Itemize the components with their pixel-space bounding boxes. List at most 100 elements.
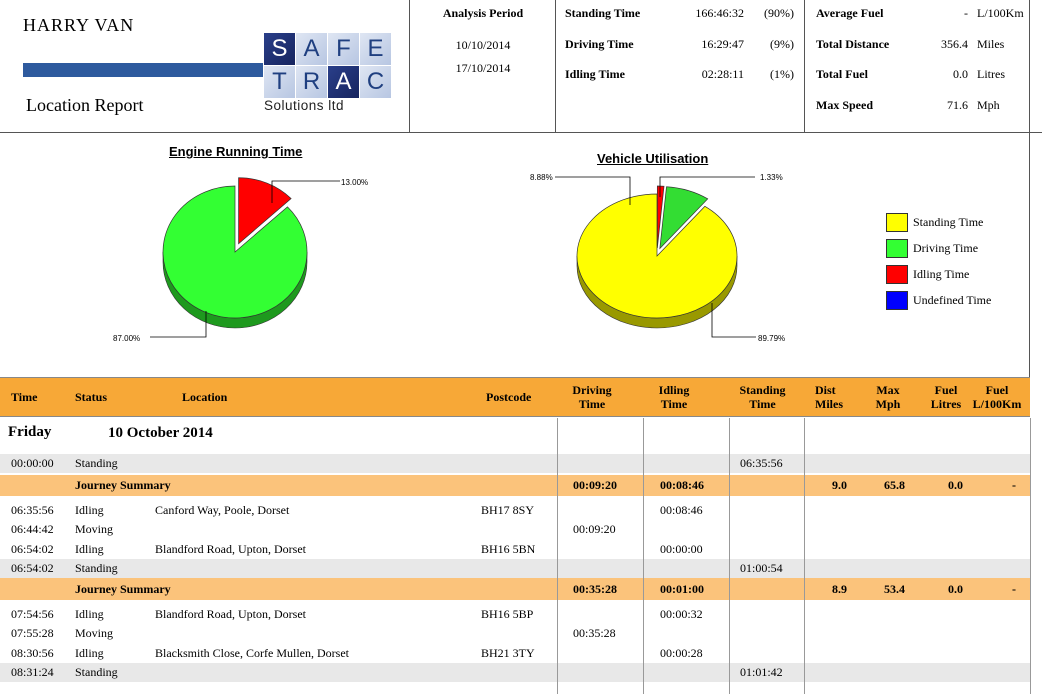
cell-location: Blandford Road, Upton, Dorset	[155, 607, 306, 621]
cell-time: 06:35:56	[11, 503, 54, 517]
cell-status: Journey Summary	[75, 582, 171, 596]
table-row: 08:30:56 Idling Blacksmith Close, Corfe Mu…	[0, 644, 1030, 663]
legend-swatch	[886, 265, 908, 284]
col-header-line: Driving	[572, 383, 612, 397]
cell-time: 07:55:28	[11, 626, 54, 640]
safetrac-logo: S A F E T R A C Solutions ltd	[264, 33, 392, 113]
legend-label: Undefined Time	[913, 293, 992, 307]
max-speed-row: Max Speed 71.6 Mph	[805, 98, 1030, 114]
cell-fuelk: -	[1012, 582, 1016, 596]
cell-driving: 00:35:28	[573, 626, 616, 640]
cell-idling: 00:01:00	[660, 582, 704, 596]
cell-status: Moving	[75, 522, 114, 536]
time-label: Idling Time	[565, 67, 625, 81]
column-divider	[804, 418, 805, 694]
cell-driving: 00:35:28	[573, 582, 617, 596]
pie-data-label: 8.88%	[530, 173, 553, 182]
pie-data-label: 1.33%	[760, 173, 783, 182]
legend-swatch	[886, 213, 908, 232]
col-header-line: Fuel	[985, 383, 1009, 397]
col-header-line: L/100Km	[972, 397, 1022, 411]
totals-summary: Average Fuel - L/100Km Total Distance 35…	[805, 0, 1030, 133]
total-label: Total Fuel	[816, 67, 868, 81]
pie-data-label: 87.00%	[113, 334, 140, 343]
period-label: Analysis Period	[442, 6, 524, 20]
cell-driving: 00:09:20	[573, 478, 617, 492]
cell-status: Idling	[75, 503, 104, 517]
col-header-line: Idling	[658, 383, 690, 397]
col-header-line: Time	[749, 397, 776, 411]
table-row: 06:44:42 Moving 00:09:20	[0, 520, 1030, 539]
logo-letter: S	[264, 33, 295, 65]
utilisation-chart-title: Vehicle Utilisation	[597, 151, 709, 166]
cell-dist: 9.0	[832, 478, 847, 492]
col-header-line: Standing	[739, 383, 786, 397]
cell-fuel: 0.0	[948, 478, 963, 492]
pie-leader-line	[659, 176, 755, 197]
cell-status: Standing	[75, 561, 118, 575]
cell-idling: 00:00:00	[660, 542, 703, 556]
vehicle-name: HARRY VAN	[23, 15, 135, 35]
total-value: 71.6	[947, 98, 968, 112]
cell-postcode: BH16 5BN	[481, 542, 536, 556]
logo-letter: T	[264, 66, 295, 98]
legend-swatch	[886, 239, 908, 258]
standing-time-row: Standing Time 166:46:32 (90%)	[556, 6, 805, 22]
pie-charts: 13.00% 87.00% 89.79% 8.88% 1.33%	[113, 173, 785, 343]
cell-time: 07:54:56	[11, 607, 54, 621]
pie-leader-line	[150, 311, 207, 338]
pie-leader-line	[711, 303, 756, 338]
cell-status: Standing	[75, 665, 118, 679]
column-divider	[729, 418, 730, 694]
cell-fuel: 0.0	[948, 582, 963, 596]
title-bar-decoration	[23, 63, 263, 77]
table-header: Time Status Location Postcode Driving Ti…	[0, 377, 1030, 417]
table-row: 07:55:28 Moving 00:35:28	[0, 624, 1030, 643]
time-value: 166:46:32	[695, 6, 744, 20]
engine-chart-title: Engine Running Time	[169, 144, 303, 159]
time-summary: Standing Time 166:46:32 (90%) Driving Ti…	[556, 0, 805, 133]
time-label: Standing Time	[565, 6, 641, 20]
total-value: 356.4	[941, 37, 968, 51]
logo-letter: C	[360, 66, 391, 98]
report-title: Location Report	[26, 95, 144, 115]
col-header-fuel-l100: Fuel L/100Km	[968, 383, 1026, 411]
cell-postcode: BH17 8SY	[481, 503, 535, 517]
total-label: Average Fuel	[816, 6, 884, 20]
column-divider	[1030, 418, 1031, 694]
cell-time: 06:44:42	[11, 522, 54, 536]
legend-label: Driving Time	[913, 241, 979, 255]
col-header-time: Time	[11, 390, 38, 404]
header-identity: HARRY VAN Location Report S A F E T R A …	[0, 0, 410, 133]
column-divider	[557, 418, 558, 694]
period-to: 17/10/2014	[455, 61, 511, 75]
legend-item: Idling Time	[886, 265, 991, 291]
cell-status: Idling	[75, 542, 104, 556]
cell-time: 00:00:00	[11, 456, 54, 470]
day-name: Friday	[8, 424, 52, 440]
total-value: -	[964, 6, 968, 20]
pie-slice-1-2	[656, 185, 665, 249]
table-row: 07:54:56 Idling Blandford Road, Upton, Dor…	[0, 605, 1030, 624]
total-value: 0.0	[953, 67, 968, 81]
table-row: 06:35:56 Idling Canford Way, Poole, Dorset…	[0, 501, 1030, 520]
table-row: 08:31:24 Standing 01:01:42	[0, 663, 1030, 682]
time-percent: (9%)	[770, 37, 794, 51]
cell-max: 65.8	[884, 478, 905, 492]
time-value: 02:28:11	[701, 67, 744, 81]
cell-idling: 00:08:46	[660, 503, 703, 517]
logo-subtitle: Solutions ltd	[264, 98, 345, 113]
cell-postcode: BH21 3TY	[481, 646, 535, 660]
cell-status: Moving	[75, 626, 114, 640]
table-row: 06:54:02 Standing 01:00:54	[0, 559, 1030, 578]
day-date: 10 October 2014	[108, 425, 213, 441]
total-unit: Mph	[977, 98, 1000, 112]
logo-letter: A	[328, 66, 359, 98]
day-heading: Friday 10 October 2014	[0, 418, 1030, 452]
journey-summary-row: Journey Summary 00:35:28 00:01:00 8.9 53.4 0.…	[0, 578, 1030, 600]
legend-item: Driving Time	[886, 239, 991, 265]
cell-idling: 00:08:46	[660, 478, 704, 492]
legend-item: Standing Time	[886, 213, 991, 239]
analysis-period: Analysis Period 10/10/2014 17/10/2014	[410, 0, 556, 133]
col-header-idling: Idling Time	[644, 383, 704, 411]
